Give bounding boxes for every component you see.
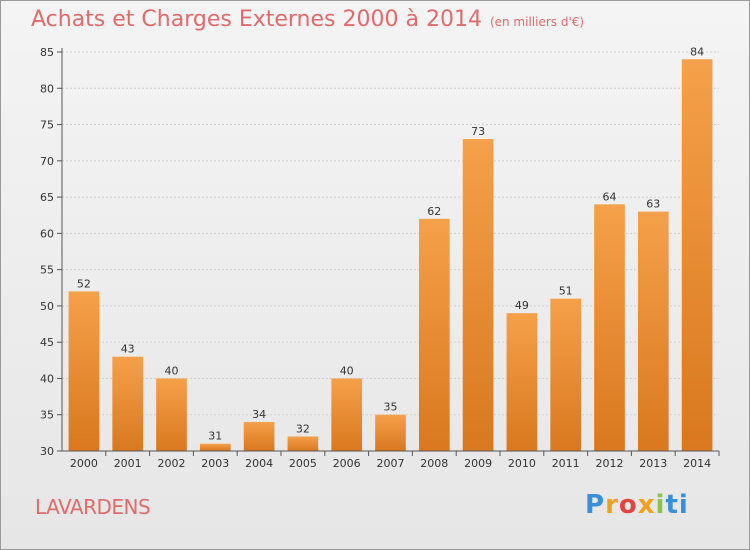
y-tick-label: 30 — [40, 445, 54, 458]
y-tick-label: 35 — [40, 409, 54, 422]
y-tick-label: 70 — [40, 155, 54, 168]
data-label-2009: 73 — [471, 125, 485, 138]
logo-letter: x — [637, 490, 656, 520]
data-label-2011: 51 — [559, 285, 573, 298]
bars — [68, 59, 713, 451]
x-tick-label-2012: 2012 — [596, 457, 624, 470]
place-name: LAVARDENS — [35, 495, 151, 519]
proxiti-logo[interactable]: Proxiti — [585, 490, 689, 520]
logo-letter: o — [618, 490, 638, 520]
x-tick-label-2006: 2006 — [333, 457, 361, 470]
data-label-2004: 34 — [252, 408, 266, 421]
y-tick-label: 60 — [40, 227, 54, 240]
bar-2006 — [331, 378, 363, 451]
data-label-2013: 63 — [646, 198, 660, 211]
x-tick-label-2004: 2004 — [245, 457, 273, 470]
x-tick-label-2010: 2010 — [508, 457, 536, 470]
x-tick-label-2009: 2009 — [464, 457, 492, 470]
data-label-2005: 32 — [296, 422, 310, 435]
chart-title-text: Achats et Charges Externes 2000 à 2014 — [31, 7, 482, 32]
bar-2008 — [418, 218, 450, 451]
bar-2010 — [506, 313, 538, 451]
x-tick-label-2005: 2005 — [289, 457, 317, 470]
x-tick-label-2008: 2008 — [420, 457, 448, 470]
y-tick-label: 75 — [40, 119, 54, 132]
data-label-2010: 49 — [515, 299, 529, 312]
data-label-2003: 31 — [208, 430, 222, 443]
y-tick-label: 85 — [40, 46, 54, 59]
bar-2014 — [681, 59, 713, 451]
logo-letter: P — [585, 490, 606, 520]
data-labels: 52 43 40 31 34 32 40 35 62 73 49 51 64 63 84 — [77, 45, 704, 442]
data-label-2000: 52 — [77, 277, 91, 290]
data-label-2006: 40 — [340, 364, 354, 377]
data-label-2012: 64 — [603, 190, 617, 203]
x-tick-label-2001: 2001 — [114, 457, 142, 470]
bar-2004 — [243, 421, 275, 451]
bar-2001 — [112, 356, 144, 451]
logo-letter: i — [655, 490, 666, 520]
bar-2013 — [637, 211, 669, 451]
x-tick-label-2002: 2002 — [158, 457, 186, 470]
y-tick-label: 55 — [40, 264, 54, 277]
data-label-2007: 35 — [384, 401, 398, 414]
chart-unit: (en milliers d'€) — [489, 15, 585, 29]
axes: 30 35 40 45 50 55 60 65 70 75 80 85 2000 2001 2002 2003… — [40, 46, 720, 470]
bar-2000 — [68, 291, 100, 451]
bar-2003 — [199, 443, 231, 451]
y-tick-label: 65 — [40, 191, 54, 204]
x-tick-label-2013: 2013 — [639, 457, 667, 470]
bar-2012 — [594, 204, 625, 451]
y-tick-label: 40 — [40, 372, 54, 385]
x-tick-label-2000: 2000 — [70, 457, 98, 470]
y-tick-label: 80 — [40, 82, 54, 95]
bar-2007 — [375, 414, 406, 451]
bar-2011 — [550, 298, 582, 451]
y-tick-label: 50 — [40, 300, 54, 313]
bar-2002 — [156, 378, 187, 451]
x-tick-label-2011: 2011 — [552, 457, 580, 470]
y-tick-label: 45 — [40, 336, 54, 349]
logo-letter: ti — [665, 490, 689, 520]
bar-2009 — [462, 139, 494, 451]
data-label-2002: 40 — [165, 364, 179, 377]
data-label-2001: 43 — [121, 343, 135, 356]
x-tick-label-2003: 2003 — [201, 457, 229, 470]
data-label-2008: 62 — [427, 205, 441, 218]
chart-title: Achats et Charges Externes 2000 à 2014 (e… — [31, 7, 584, 32]
x-tick-label-2014: 2014 — [683, 457, 711, 470]
data-label-2014: 84 — [690, 45, 704, 58]
x-tick-label-2007: 2007 — [377, 457, 405, 470]
logo-letter: r — [605, 490, 619, 520]
bar-2005 — [287, 436, 319, 451]
